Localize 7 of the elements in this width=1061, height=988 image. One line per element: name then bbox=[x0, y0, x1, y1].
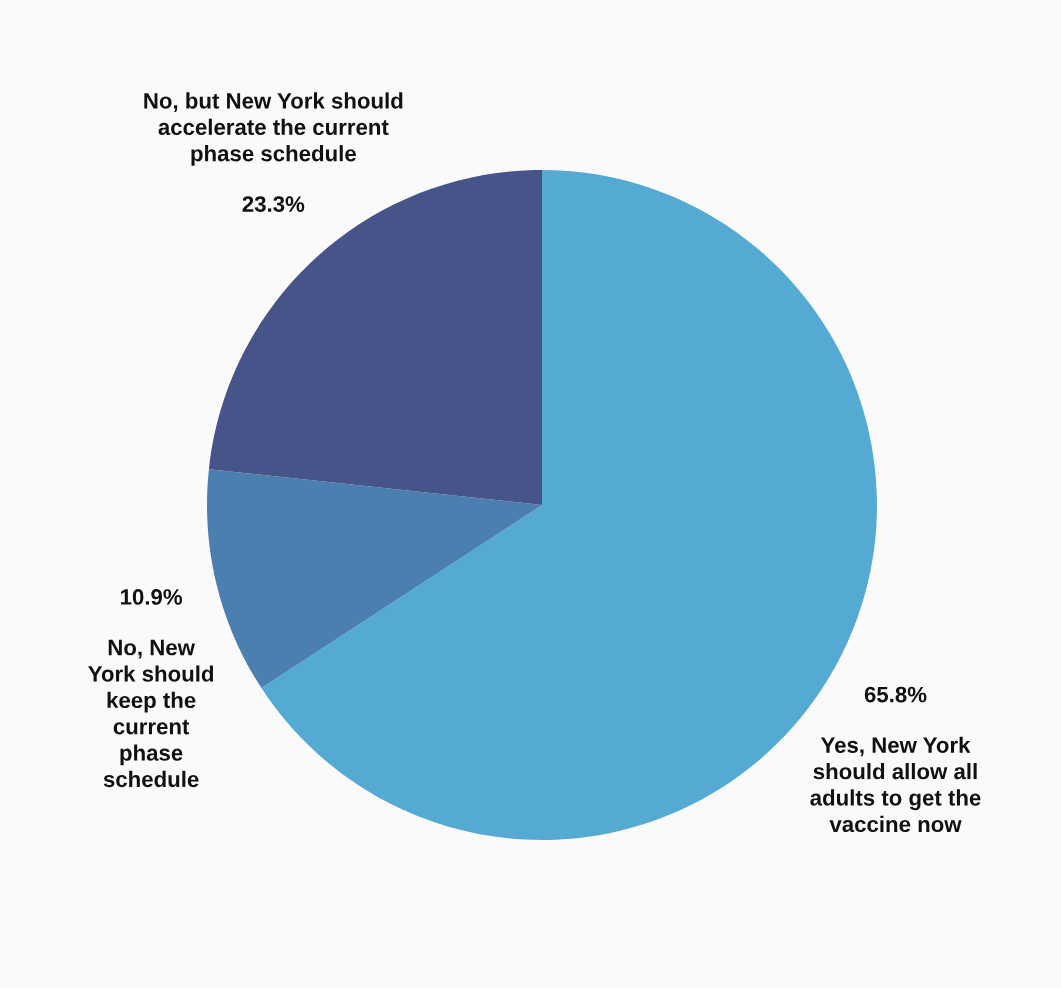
data-label: 65.8% bbox=[864, 686, 927, 703]
slice-label: No, but New York should accelerate the current phase schedule bbox=[144, 92, 403, 166]
slice-label: Yes, New York should allow all adults to get the vaccine now bbox=[810, 736, 981, 833]
data-label: 10.9% bbox=[121, 589, 183, 605]
slice-label: No, New York should keep the current phase schedule bbox=[88, 639, 214, 788]
pie-slice bbox=[208, 170, 542, 505]
data-label: 23.3% bbox=[242, 196, 305, 212]
